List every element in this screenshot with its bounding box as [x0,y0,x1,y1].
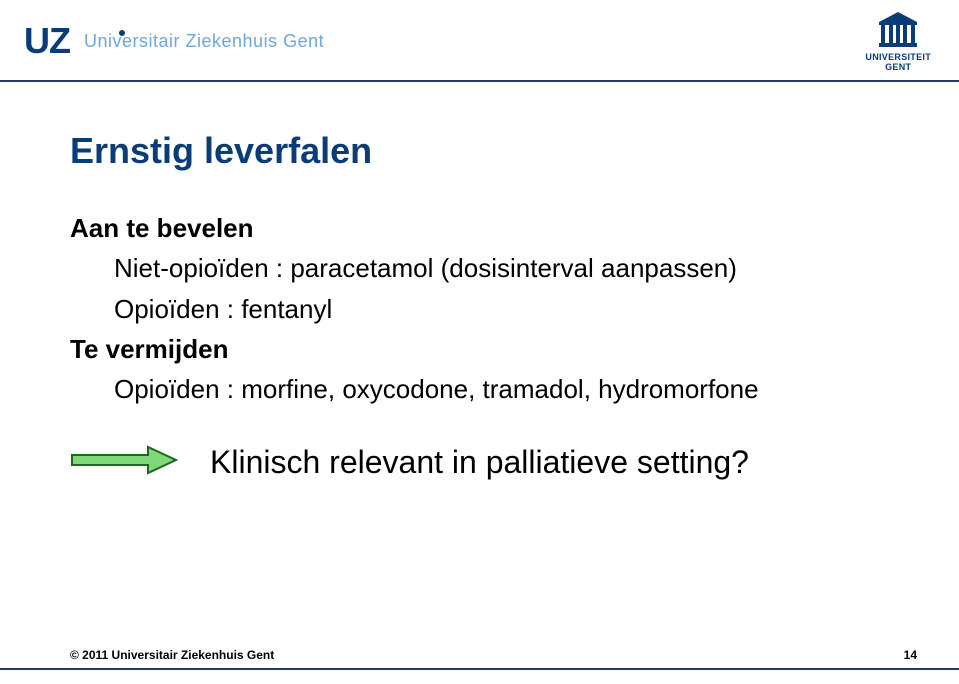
arrow-right-icon [70,443,180,482]
section2-line1: Opioïden : morfine, oxycodone, tramadol,… [70,369,899,409]
content: Ernstig leverfalen Aan te bevelen Niet-o… [70,130,899,482]
ugent-building-icon [865,10,931,50]
ugent-logo: UNIVERSITEIT GENT [865,10,931,72]
section1-line1: Niet-opioïden : paracetamol (dosisinterv… [70,248,899,288]
slide: UZ Universitair Ziekenhuis Gent [0,0,959,684]
uz-mark-text: UZ [24,20,70,61]
slide-title: Ernstig leverfalen [70,130,899,172]
uz-dot-icon [119,30,125,36]
section2-heading: Te vermijden [70,329,899,369]
uz-logo: UZ Universitair Ziekenhuis Gent [24,20,324,62]
conclusion-row: Klinisch relevant in palliatieve setting… [70,443,899,482]
divider-top [0,80,959,82]
divider-bottom [0,668,959,670]
footer-copyright: © 2011 Universitair Ziekenhuis Gent [70,648,274,662]
uz-mark-icon: UZ [24,20,70,62]
section1-heading: Aan te bevelen [70,208,899,248]
header: UZ Universitair Ziekenhuis Gent [0,0,959,82]
ugent-label: UNIVERSITEIT GENT [865,52,931,72]
section1-line2: Opioïden : fentanyl [70,289,899,329]
page-number: 14 [904,648,917,662]
conclusion-text: Klinisch relevant in palliatieve setting… [210,444,749,481]
